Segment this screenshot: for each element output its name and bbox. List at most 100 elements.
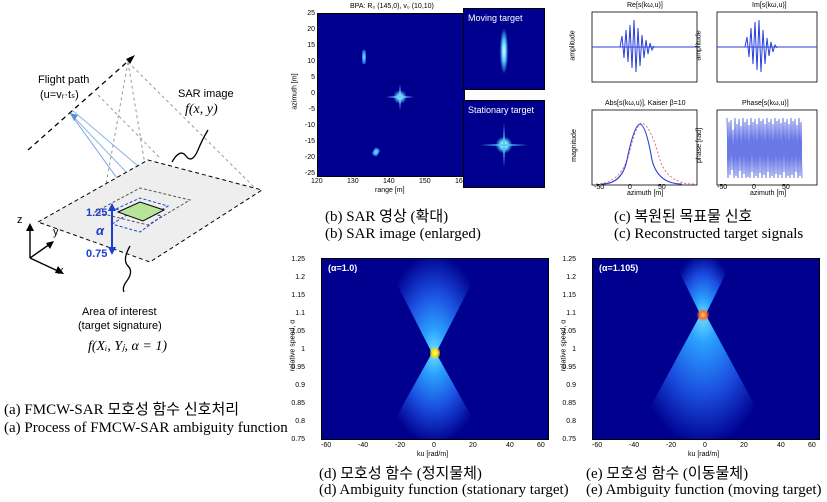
caption-e-en: (e) Ambiguity function (moving target) bbox=[586, 482, 822, 498]
ambig-e-ytick: 1 bbox=[572, 346, 576, 353]
caption-c-kr: (c) 복원된 목표물 신호 bbox=[614, 209, 753, 225]
sar-ytick: -15 bbox=[304, 138, 315, 145]
ambig-e-ytick: 1.25 bbox=[562, 256, 576, 263]
ambig-e-plot: (α=1.105) bbox=[592, 258, 820, 440]
abs-xlabel: azimuth [m] bbox=[627, 190, 664, 197]
caption-d-kr: (d) 모호성 함수 (정지물체) bbox=[319, 466, 482, 482]
lower-bound-label: 0.75 bbox=[86, 248, 108, 260]
ambig-d-xtick: 40 bbox=[506, 442, 514, 449]
moving-target-label: Moving target bbox=[468, 13, 523, 23]
phase-title: Phase[s(kω,u)] bbox=[742, 100, 789, 107]
sar-func-label: f(x, y) bbox=[185, 102, 218, 117]
re-title: Re[s(kω,u)] bbox=[627, 2, 663, 9]
sar-ytick: -10 bbox=[304, 122, 315, 129]
phase-xlabel: azimuth [m] bbox=[750, 190, 787, 197]
signals-plots bbox=[591, 11, 818, 186]
axis-z-label: z bbox=[17, 214, 23, 226]
abs-xtick: -50 bbox=[594, 184, 605, 191]
ambig-d-ytick: 1.1 bbox=[295, 310, 305, 317]
flight-formula-label: (u=vᵣ·tₛ) bbox=[40, 89, 79, 101]
ambig-e-xtick: 20 bbox=[740, 442, 748, 449]
ambig-d-ytick: 0.9 bbox=[295, 382, 305, 389]
ambig-d-xticks: -60 -40 -20 0 20 40 60 bbox=[321, 442, 547, 452]
flight-path-label: Flight path bbox=[38, 74, 90, 86]
ambig-d-xtick: 20 bbox=[469, 442, 477, 449]
ambig-e-ytick: 0.8 bbox=[566, 418, 576, 425]
area-func-label: f(Xᵢ, Yⱼ, α = 1) bbox=[88, 339, 168, 354]
ambig-d-xtick: -60 bbox=[321, 442, 332, 449]
sar-ylabel: azimuth [m] bbox=[291, 73, 299, 110]
ambig-d-xtick: -20 bbox=[395, 442, 406, 449]
ambig-d-xlabel: ku [rad/m] bbox=[417, 451, 449, 458]
im-ylabel: amplitude bbox=[695, 30, 703, 61]
sar-xtick: 120 bbox=[311, 178, 323, 185]
sar-title: BPA: R₀ (145,0), v₀ (10,10) bbox=[350, 3, 434, 10]
ambig-e-ytick: 0.9 bbox=[566, 382, 576, 389]
ambig-d-ytick: 1.2 bbox=[295, 274, 305, 281]
sar-ytick: 0 bbox=[311, 90, 315, 97]
stationary-target-plot: Stationary target bbox=[463, 100, 545, 188]
moving-target-plot: Moving target bbox=[463, 8, 545, 90]
abs-ylabel: magnitude bbox=[570, 129, 578, 162]
sar-ytick: -5 bbox=[308, 106, 315, 113]
alpha-label: α bbox=[96, 223, 105, 238]
ambiguity-stationary-panel: relative speed, α 1.25 1.2 1.15 1.1 1.05… bbox=[285, 252, 568, 502]
caption-d-en: (d) Ambiguity function (stationary targe… bbox=[319, 482, 569, 498]
ambig-d-ytick: 1.25 bbox=[291, 256, 305, 263]
phase-xtick: 0 bbox=[752, 184, 756, 191]
sar-ytick: -25 bbox=[304, 170, 315, 177]
im-title: Im[s(kω,u)] bbox=[752, 2, 787, 9]
ambig-e-ytick: 1.1 bbox=[566, 310, 576, 317]
ambig-d-ytick: 0.85 bbox=[291, 400, 305, 407]
sar-ytick: 25 bbox=[307, 10, 315, 17]
sar-xticks: 120 130 140 150 160 bbox=[311, 178, 467, 188]
sar-ytick: -20 bbox=[304, 154, 315, 161]
caption-e-kr: (e) 모호성 함수 (이동물체) bbox=[586, 466, 749, 482]
caption-c-en: (c) Reconstructed target signals bbox=[614, 226, 804, 242]
sar-xlabel: range [m] bbox=[375, 187, 405, 194]
caption-a-kr: (a) FMCW-SAR 모호성 함수 신호처리 bbox=[4, 402, 240, 418]
ambig-d-ytick: 0.95 bbox=[291, 364, 305, 371]
sar-xtick: 150 bbox=[419, 178, 431, 185]
ambig-e-ytick: 1.05 bbox=[562, 328, 576, 335]
axis-y-label: y bbox=[53, 226, 59, 238]
ambig-e-ytick: 0.95 bbox=[562, 364, 576, 371]
ambig-e-ytick: 1.15 bbox=[562, 292, 576, 299]
abs-xtick: 50 bbox=[658, 184, 666, 191]
re-ylabel: amplitude bbox=[569, 30, 577, 61]
diagram-panel: Flight path (u=vᵣ·tₛ) SAR image f(x, y) … bbox=[0, 0, 290, 440]
phase-xtick: 50 bbox=[782, 184, 790, 191]
sar-image-label: SAR image bbox=[178, 88, 234, 100]
caption-a-en: (a) Process of FMCW-SAR ambiguity functi… bbox=[4, 420, 288, 436]
sar-ytick: 20 bbox=[307, 26, 315, 33]
stationary-target-label: Stationary target bbox=[468, 105, 535, 115]
ambig-d-ytick: 1 bbox=[301, 346, 305, 353]
ambig-e-annotation: (α=1.105) bbox=[599, 263, 639, 273]
ambig-e-ytick: 0.85 bbox=[562, 400, 576, 407]
ambig-d-plot: (α=1.0) bbox=[321, 258, 549, 440]
ambig-d-annotation: (α=1.0) bbox=[328, 263, 358, 273]
caption-b-kr: (b) SAR 영상 (확대) bbox=[325, 209, 449, 225]
diagram-geometry bbox=[26, 54, 264, 293]
ambig-e-xlabel: ku [rad/m] bbox=[688, 451, 720, 458]
abs-xtick: 0 bbox=[628, 184, 632, 191]
ambiguity-moving-panel: relative speed, α 1.25 1.2 1.15 1.1 1.05… bbox=[556, 252, 827, 502]
ambig-e-ytick: 1.2 bbox=[566, 274, 576, 281]
ambig-d-ytick: 1.05 bbox=[291, 328, 305, 335]
sar-panel: BPA: R₀ (145,0), v₀ (10,10) azimuth [m] … bbox=[291, 0, 555, 250]
abs-title: Abs[s(kω,u)], Kaiser β=10 bbox=[605, 100, 686, 107]
ambig-d-ytick: 0.8 bbox=[295, 418, 305, 425]
caption-b-en: (b) SAR image (enlarged) bbox=[325, 226, 481, 242]
sar-ytick: 15 bbox=[307, 42, 315, 49]
sar-xtick: 130 bbox=[347, 178, 359, 185]
phase-xtick: -50 bbox=[717, 184, 728, 191]
ambig-d-ytick: 0.75 bbox=[291, 436, 305, 443]
ambig-e-xticks: -60 -40 -20 0 20 40 60 bbox=[592, 442, 818, 452]
sar-main-plot bbox=[317, 13, 465, 177]
sar-xtick: 140 bbox=[383, 178, 395, 185]
ambig-d-xtick: 60 bbox=[537, 442, 545, 449]
ambig-d-xtick: -40 bbox=[358, 442, 369, 449]
ambig-e-ytick: 0.75 bbox=[562, 436, 576, 443]
axis-x-label: x bbox=[58, 265, 64, 277]
ambig-e-xtick: -60 bbox=[592, 442, 603, 449]
